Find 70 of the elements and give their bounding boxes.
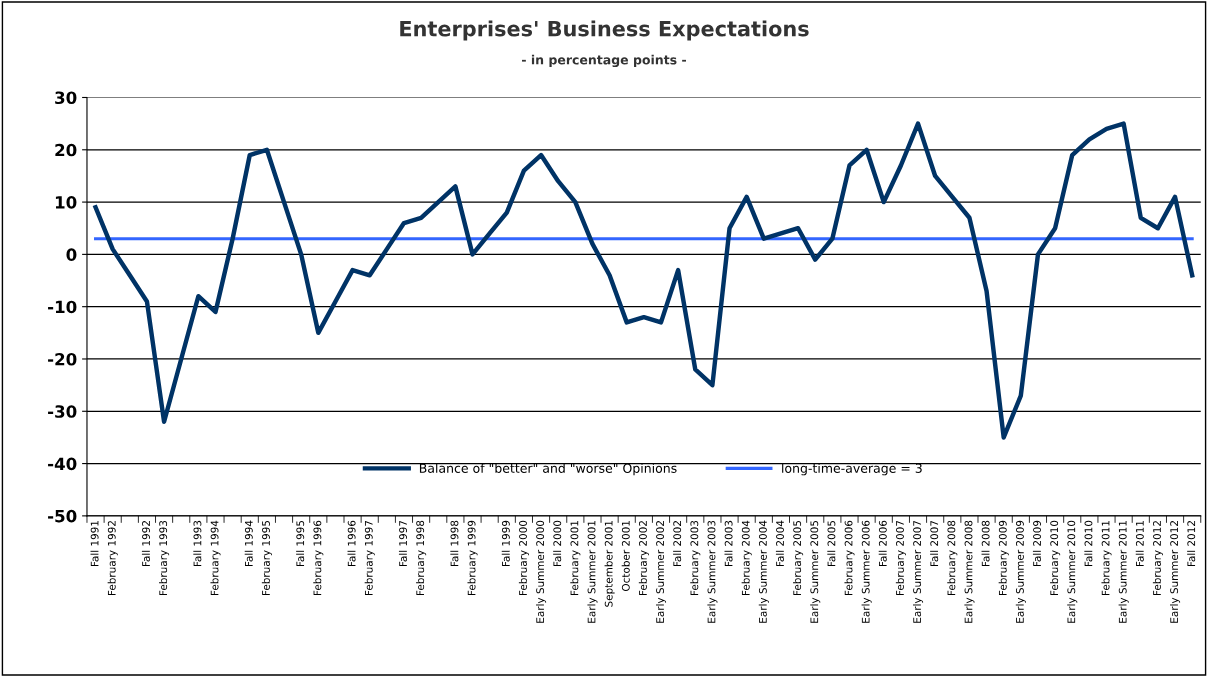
x-tick-label: Early Summer 2009 (1015, 520, 1026, 623)
x-tick-label: Early Summer 2012 (1170, 521, 1181, 623)
x-tick-label: Fall 2004 (775, 520, 784, 567)
y-tick-label: 20 (55, 143, 77, 157)
x-tick-label: Early Summer 2005 (810, 520, 821, 623)
x-tick-label: February 1992 (107, 521, 118, 595)
y-tick-label: -10 (48, 300, 77, 314)
x-tick-label: February 1999 (467, 520, 478, 595)
y-tick-label: 0 (66, 248, 77, 261)
x-tick-label: Fall 2005 (827, 520, 836, 567)
y-tick-label: -20 (48, 352, 77, 366)
x-tick-label: Fall 1995 (296, 520, 305, 567)
x-tick-label: Fall 2002 (673, 521, 682, 567)
x-tick-label: Early Summer 2004 (758, 520, 769, 623)
x-tick-label: Fall 2000 (553, 520, 562, 567)
y-tick-label: -50 (48, 509, 77, 523)
x-tick-label: February 2007 (895, 520, 906, 595)
x-tick-label: February 2006 (844, 520, 855, 595)
x-tick-label: February 2008 (947, 520, 958, 595)
x-tick-label: February 2010 (1050, 520, 1061, 595)
x-tick-label: Fall 2008 (981, 520, 990, 567)
y-tick-label: 30 (55, 91, 77, 105)
x-tick-label: Fall 2009 (1032, 520, 1041, 567)
x-tick-label: February 2003 (690, 520, 701, 595)
chart-title: Enterprises' Business Expectations (400, 20, 809, 41)
x-tick-label: Fall 2003 (724, 520, 733, 567)
x-tick-label: February 2000 (518, 520, 529, 595)
x-tick-label: Fall 2011 (1135, 521, 1144, 567)
x-tick-label: Early Summer 2008 (964, 520, 975, 623)
x-tick-label: February 2011 (1101, 521, 1112, 595)
x-tick-label: Early Summer 2000 (536, 520, 547, 623)
legend-label: long-time-average = 3 (782, 463, 922, 476)
x-tick-label: February 1996 (313, 520, 324, 595)
x-tick-label: Fall 1997 (398, 520, 407, 567)
x-tick-label: February 1994 (210, 520, 221, 595)
x-tick-label: February 2001 (570, 521, 581, 595)
x-tick-label: February 1998 (416, 520, 427, 595)
x-tick-label: February 1997 (364, 520, 375, 595)
x-tick-label: September 2001 (604, 521, 615, 607)
x-tick-label: Fall 1996 (347, 520, 356, 567)
x-tick-label: Early Summer 2010 (1067, 520, 1078, 623)
x-tick-label: February 2005 (793, 520, 804, 595)
x-tick-label: Fall 1999 (501, 520, 510, 567)
x-tick-label: Early Summer 2007 (912, 520, 924, 623)
x-tick-label: February 1995 (261, 520, 272, 595)
y-tick-label: -30 (48, 405, 77, 418)
x-tick-label: Fall 2012 (1187, 521, 1196, 567)
x-tick-label: Fall 1992 (141, 521, 150, 567)
x-tick-label: Fall 2010 (1084, 520, 1093, 567)
line-series (93, 121, 1195, 440)
x-tick-label: February 2002 (638, 521, 649, 595)
y-tick-label: 10 (55, 196, 77, 209)
x-tick-label: Early Summer 2002 (655, 521, 667, 623)
x-tick-label: Fall 2006 (878, 520, 887, 567)
x-tick-label: Fall 1991 (90, 521, 99, 567)
x-tick-label: Fall 1998 (450, 520, 459, 567)
x-tick-label: February 2012 (1152, 521, 1163, 595)
x-tick-label: February 2004 (741, 520, 752, 595)
x-tick-label: Early Summer 2003 (707, 520, 718, 623)
x-tick-label: Fall 1993 (193, 520, 202, 567)
x-tick-label: Early Summer 2011 (1118, 521, 1129, 623)
x-tick-label: October 2001 (621, 521, 630, 591)
x-tick-label: Fall 1994 (244, 520, 253, 567)
x-tick-label: February 1993 (159, 520, 170, 595)
y-tick-label: -40 (48, 457, 77, 471)
x-tick-label: Early Summer 2001 (587, 521, 598, 623)
x-tick-label: Early Summer 2006 (861, 520, 872, 623)
chart-subtitle: - in percentage points - (522, 54, 686, 68)
x-tick-label: Fall 2007 (930, 520, 939, 567)
x-tick-label: February 2009 (998, 520, 1009, 595)
